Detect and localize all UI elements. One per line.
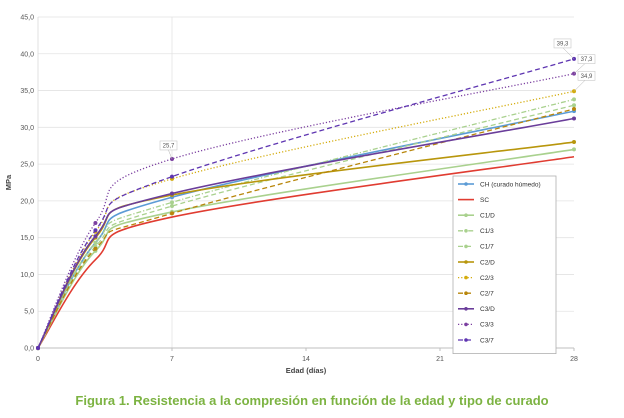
series-line-1 <box>37 155 575 349</box>
data-point <box>170 191 174 196</box>
legend-marker <box>464 244 468 249</box>
data-point <box>572 140 576 145</box>
legend-marker <box>464 322 468 327</box>
y-tick-label: 5,0 <box>24 309 34 316</box>
legend-label: C3/D <box>480 306 495 313</box>
data-point <box>572 116 576 121</box>
callout-leader <box>167 148 173 160</box>
x-tick-label: 14 <box>302 356 310 363</box>
data-point <box>93 246 98 251</box>
data-point <box>93 234 98 239</box>
data-point <box>170 204 174 209</box>
legend-label: C1/3 <box>480 228 494 235</box>
legend-label: C1/D <box>480 213 495 220</box>
series-line-10 <box>37 58 575 349</box>
legend-marker <box>464 260 468 264</box>
y-tick-label: 10,0 <box>20 272 34 279</box>
x-tick-label: 28 <box>570 356 578 363</box>
y-tick-label: 30,0 <box>20 125 34 132</box>
legend-label: C3/3 <box>480 322 494 329</box>
callout-box <box>159 140 178 151</box>
gridlines <box>38 16 574 348</box>
legend-label: C1/7 <box>480 244 494 251</box>
data-point <box>170 174 174 179</box>
callout-leader <box>561 46 575 60</box>
x-tick-label: 0 <box>36 356 40 363</box>
series-lines <box>36 56 576 350</box>
series-line-7 <box>37 108 575 349</box>
y-tick-label: 0,0 <box>24 346 34 353</box>
data-point <box>36 346 40 350</box>
callout-box <box>553 38 572 49</box>
legend-label: SC <box>480 197 489 204</box>
callout-box <box>577 70 596 81</box>
y-tick-label: 40,0 <box>20 51 34 58</box>
legend-label: C2/D <box>480 259 495 266</box>
legend-label: C3/7 <box>480 337 494 344</box>
callout-label: 39,3 <box>557 41 569 47</box>
legend-marker <box>464 229 468 233</box>
data-point <box>93 228 98 233</box>
figure-caption: Figura 1. Resistencia a la compresión en… <box>75 393 549 408</box>
data-point <box>572 103 576 108</box>
series-line-4 <box>37 104 575 349</box>
y-tick-label: 20,0 <box>20 198 34 205</box>
legend-marker <box>464 307 468 311</box>
data-point <box>572 147 576 152</box>
legend-marker <box>464 275 468 280</box>
series-line-2 <box>37 148 575 349</box>
x-tick-label: 7 <box>170 356 174 363</box>
y-axis-ticks: 0,0 5,0 10,0 15,0 20,0 25,0 30,0 35,0 40,0 45,0 <box>20 15 34 353</box>
data-point <box>170 211 174 216</box>
legend: CH (curado húmedo) SC C1/D C1/3 C1/7 C2/D C2/3… <box>452 175 557 355</box>
y-tick-label: 15,0 <box>20 235 34 242</box>
series-line-8 <box>37 117 575 349</box>
callout-leader <box>573 62 587 74</box>
data-point <box>170 200 174 205</box>
x-axis-label: Edad (días) <box>286 366 327 375</box>
callout-label: 34,9 <box>581 74 593 80</box>
legend-label: CH (curado húmedo) <box>480 181 541 188</box>
data-point <box>93 240 98 245</box>
y-tick-label: 45,0 <box>20 15 34 22</box>
callout-leader <box>573 79 587 92</box>
callout-box <box>577 54 596 64</box>
legend-box <box>452 175 557 355</box>
data-point <box>572 97 576 102</box>
legend-label: C2/7 <box>480 291 494 298</box>
series-line-3 <box>37 98 575 349</box>
y-tick-label: 25,0 <box>20 162 34 169</box>
data-point <box>93 220 98 225</box>
legend-marker <box>464 213 468 217</box>
legend-marker <box>464 182 468 186</box>
legend-marker <box>464 291 468 296</box>
y-axis-label: MPa <box>4 174 13 190</box>
legend-marker <box>464 338 468 342</box>
series-line-9 <box>37 73 575 349</box>
data-point <box>572 106 576 111</box>
callout-label: 37,3 <box>581 57 593 63</box>
value-callouts: 25,7 39,3 37,3 34,9 <box>159 38 596 160</box>
compression-strength-chart: 0,0 5,0 10,0 15,0 20,0 25,0 30,0 35,0 40,0 45,0 0… <box>4 15 596 375</box>
y-tick-label: 35,0 <box>20 88 34 95</box>
callout-label: 25,7 <box>163 143 175 149</box>
x-tick-label: 21 <box>436 356 444 363</box>
legend-label: C2/3 <box>480 275 494 282</box>
